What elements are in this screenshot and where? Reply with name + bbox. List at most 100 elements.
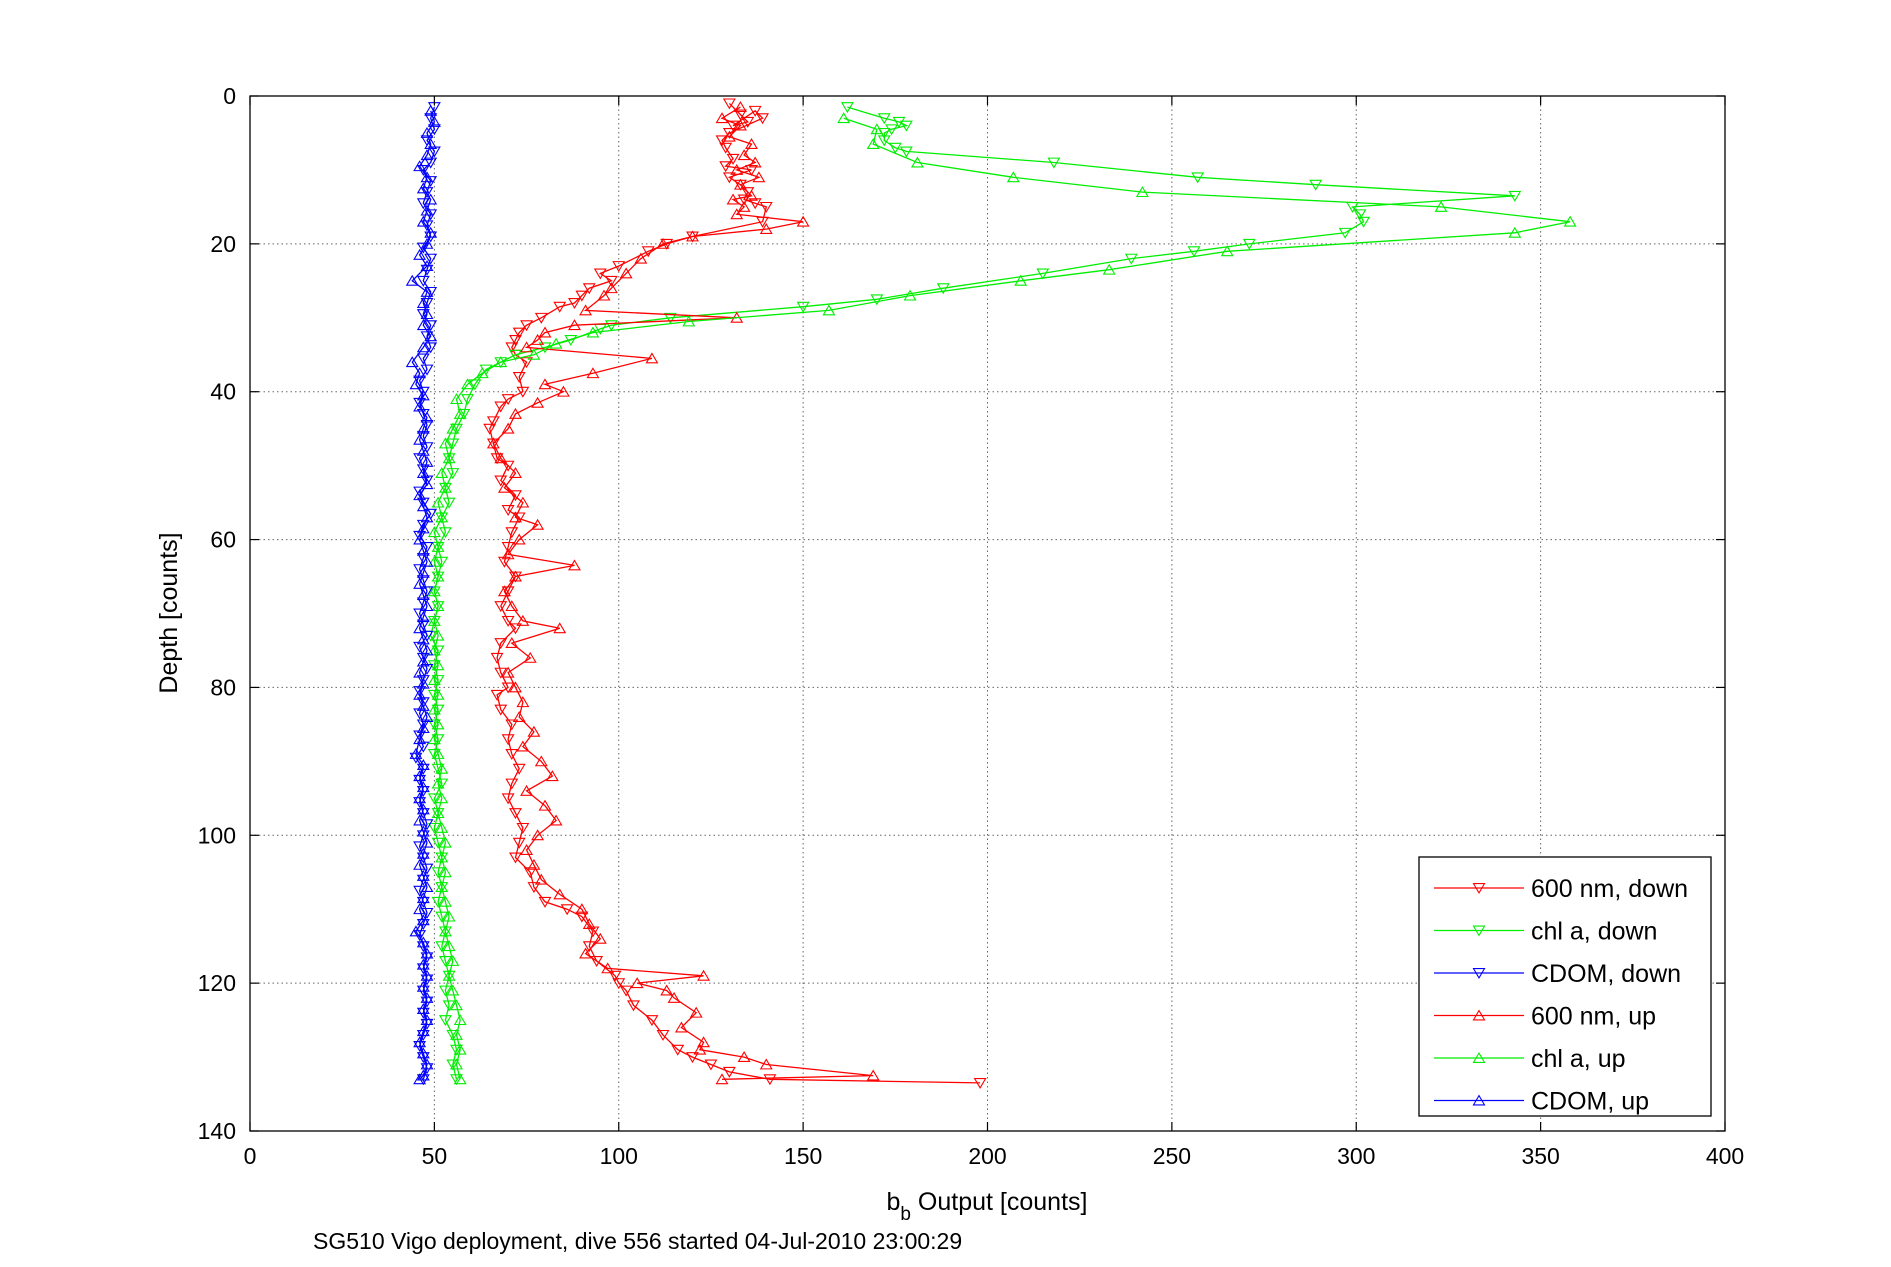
data-point xyxy=(748,105,762,117)
data-point xyxy=(733,109,747,121)
data-point xyxy=(737,1051,751,1063)
data-point xyxy=(453,1043,467,1055)
data-point xyxy=(450,393,463,405)
data-point xyxy=(446,1059,460,1071)
data-point xyxy=(427,146,441,158)
data-point xyxy=(516,822,530,834)
data-point xyxy=(416,936,430,948)
data-point xyxy=(409,747,423,759)
legend-item: CDOM, down xyxy=(1434,960,1681,988)
data-point xyxy=(420,600,434,612)
data-point xyxy=(512,763,526,775)
data-point xyxy=(427,644,441,656)
data-point xyxy=(527,882,541,894)
data-point xyxy=(512,710,526,722)
data-point xyxy=(431,807,445,819)
data-point xyxy=(435,881,449,892)
data-point xyxy=(722,130,736,142)
data-point xyxy=(453,407,467,419)
data-point xyxy=(416,741,430,753)
data-point xyxy=(416,182,430,194)
data-point xyxy=(431,645,445,657)
data-point xyxy=(501,615,515,627)
data-point xyxy=(523,651,537,663)
data-point xyxy=(538,896,552,908)
data-point xyxy=(438,925,452,937)
data-point xyxy=(435,467,449,478)
data-point xyxy=(416,522,430,534)
data-point xyxy=(446,954,460,966)
legend-item: chl a, up xyxy=(1434,1045,1626,1073)
data-point xyxy=(759,223,773,235)
data-point xyxy=(416,980,430,992)
data-point xyxy=(435,511,449,523)
data-point xyxy=(413,903,427,915)
data-point xyxy=(494,475,508,487)
data-point xyxy=(553,301,567,313)
data-point xyxy=(501,422,515,434)
data-point xyxy=(424,286,438,298)
data-point xyxy=(748,156,762,168)
data-point xyxy=(682,315,696,327)
data-point xyxy=(1014,274,1028,286)
data-point xyxy=(715,112,729,124)
data-point xyxy=(413,666,427,678)
data-point xyxy=(531,333,545,345)
data-point xyxy=(612,261,626,273)
data-point xyxy=(516,496,530,508)
data-point xyxy=(450,1074,463,1086)
data-point xyxy=(420,836,434,848)
data-point xyxy=(619,985,633,997)
data-point xyxy=(719,161,733,173)
data-point xyxy=(509,570,522,582)
data-point xyxy=(416,781,430,793)
data-point xyxy=(427,115,441,127)
data-point xyxy=(427,555,441,567)
series-line xyxy=(411,110,436,1080)
data-point xyxy=(416,633,430,645)
data-point xyxy=(475,367,489,379)
data-point xyxy=(538,378,552,390)
data-point xyxy=(534,755,548,767)
data-point xyxy=(501,666,515,678)
data-point xyxy=(531,396,545,408)
data-point xyxy=(416,1047,430,1059)
data-point xyxy=(656,1029,670,1041)
data-point xyxy=(715,1073,729,1085)
data-point xyxy=(730,163,744,175)
data-point xyxy=(420,171,434,183)
data-point xyxy=(416,566,430,578)
legend-marker xyxy=(1472,925,1486,937)
y-tick-label: 140 xyxy=(198,1118,236,1144)
data-point xyxy=(413,248,427,260)
data-point xyxy=(593,932,607,944)
data-point xyxy=(490,689,504,701)
x-tick-label: 400 xyxy=(1706,1143,1744,1169)
legend-item: CDOM, up xyxy=(1434,1088,1649,1116)
data-point xyxy=(420,126,434,138)
data-point xyxy=(538,326,552,338)
data-point xyxy=(509,467,522,478)
data-point xyxy=(505,342,519,354)
data-point xyxy=(674,1021,688,1033)
data-point xyxy=(719,142,733,154)
data-point xyxy=(671,1044,685,1056)
data-point xyxy=(501,394,515,406)
data-point xyxy=(903,289,917,301)
data-point xyxy=(416,341,430,353)
data-point xyxy=(1242,238,1256,250)
data-point xyxy=(420,149,434,161)
data-point xyxy=(726,193,740,205)
data-point xyxy=(453,1014,467,1026)
data-point xyxy=(501,542,515,553)
data-point xyxy=(442,1000,456,1012)
data-point xyxy=(509,490,522,502)
y-tick-label: 120 xyxy=(198,970,236,996)
data-point xyxy=(490,652,504,664)
legend-label: CDOM, up xyxy=(1531,1088,1649,1116)
data-point xyxy=(748,198,762,210)
data-point xyxy=(586,367,600,379)
data-point xyxy=(416,464,430,476)
data-point xyxy=(745,164,758,176)
data-point xyxy=(442,940,456,952)
